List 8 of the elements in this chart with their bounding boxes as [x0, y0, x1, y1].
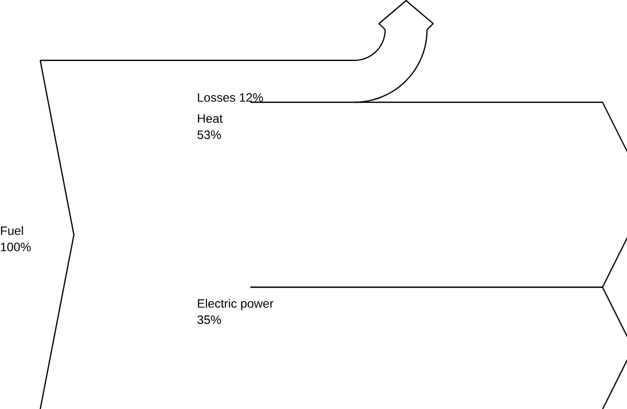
category-label: Losses	[198, 93, 236, 102]
data-label: 35%	[197, 315, 221, 324]
data-label: 12%	[240, 92, 263, 102]
category-label: Heat	[198, 114, 223, 123]
category-label: Electric power	[198, 298, 274, 310]
data-label: 53%	[197, 130, 221, 139]
data-label: 100%	[0, 242, 31, 252]
category-label: Fuel	[1, 226, 23, 235]
